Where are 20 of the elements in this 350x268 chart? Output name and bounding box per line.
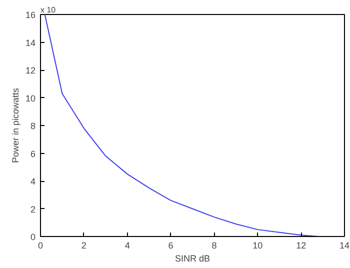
x-tick-label: 12 — [296, 240, 306, 250]
x-tick-label: 10 — [252, 240, 263, 250]
y-tick-label: 0 — [30, 232, 36, 242]
x-axis-title: SINR dB — [174, 254, 210, 264]
y-tick-label: 12 — [25, 66, 36, 76]
x-tick-label: 6 — [168, 240, 174, 250]
x-tick-label: 2 — [81, 240, 86, 250]
y-tick-label: 2 — [30, 204, 36, 214]
y-axis-title: Power in picowatts — [10, 87, 20, 164]
y-tick-label: 8 — [30, 121, 36, 131]
y-tick-label: 16 — [25, 10, 36, 20]
text: x 10 — [40, 6, 56, 14]
y-tick-label: 4 — [30, 176, 36, 186]
x-tick-label: 14 — [339, 240, 350, 250]
x-tick-label: 4 — [124, 240, 130, 250]
x-tick-label: 0 — [38, 240, 44, 250]
y-tick-label: 6 — [30, 148, 36, 159]
y-tick-label: 14 — [25, 38, 36, 48]
x-tick-label: 8 — [212, 240, 217, 250]
y-tick-label: 10 — [25, 93, 36, 104]
